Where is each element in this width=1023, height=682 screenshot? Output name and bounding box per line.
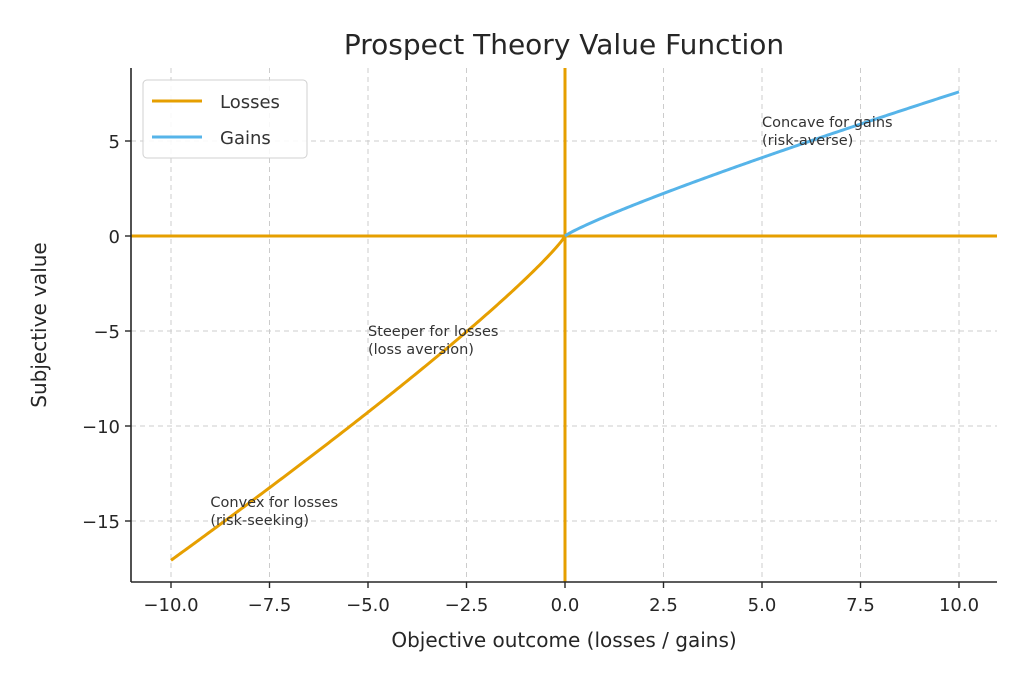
x-tick-label: 10.0 xyxy=(939,595,979,616)
annotation-text: Steeper for losses xyxy=(368,324,498,340)
annotation-text: Convex for losses xyxy=(210,495,338,511)
y-tick-label: −15 xyxy=(82,512,120,533)
annotation-text: (risk-averse) xyxy=(762,133,853,149)
annotation-text: (loss aversion) xyxy=(368,342,474,358)
series-line-gains xyxy=(564,90,960,238)
x-tick-label: −7.5 xyxy=(248,595,292,616)
chart-title: Prospect Theory Value Function xyxy=(344,28,784,61)
y-tick-label: −10 xyxy=(82,417,120,438)
legend-label-gains: Gains xyxy=(220,128,271,149)
x-axis-ticks: −10.0 −7.5 −5.0 −2.5 0.0 2.5 5.0 7.5 10.0 xyxy=(143,582,979,616)
y-axis-label: Subjective value xyxy=(27,242,51,407)
x-axis-label: Objective outcome (losses / gains) xyxy=(391,628,736,652)
legend-label-losses: Losses xyxy=(220,92,280,113)
x-tick-label: −5.0 xyxy=(346,595,390,616)
y-tick-label: −5 xyxy=(93,322,120,343)
annotation-text: Concave for gains xyxy=(762,115,893,131)
x-tick-label: 5.0 xyxy=(748,595,777,616)
series-group xyxy=(170,90,960,562)
annotations: Concave for gains (risk-averse) Steeper fo… xyxy=(210,115,892,529)
x-tick-label: 0.0 xyxy=(551,595,580,616)
y-axis-ticks: 5 0 −5 −10 −15 xyxy=(82,132,131,533)
x-tick-label: −2.5 xyxy=(445,595,489,616)
y-tick-label: 0 xyxy=(109,227,120,248)
series-line-losses xyxy=(170,235,567,562)
y-tick-label: 5 xyxy=(109,132,120,153)
x-tick-label: −10.0 xyxy=(143,595,198,616)
legend: Losses Gains xyxy=(142,79,308,159)
x-tick-label: 2.5 xyxy=(649,595,678,616)
x-tick-label: 7.5 xyxy=(846,595,875,616)
annotation-text: (risk-seeking) xyxy=(210,513,309,529)
